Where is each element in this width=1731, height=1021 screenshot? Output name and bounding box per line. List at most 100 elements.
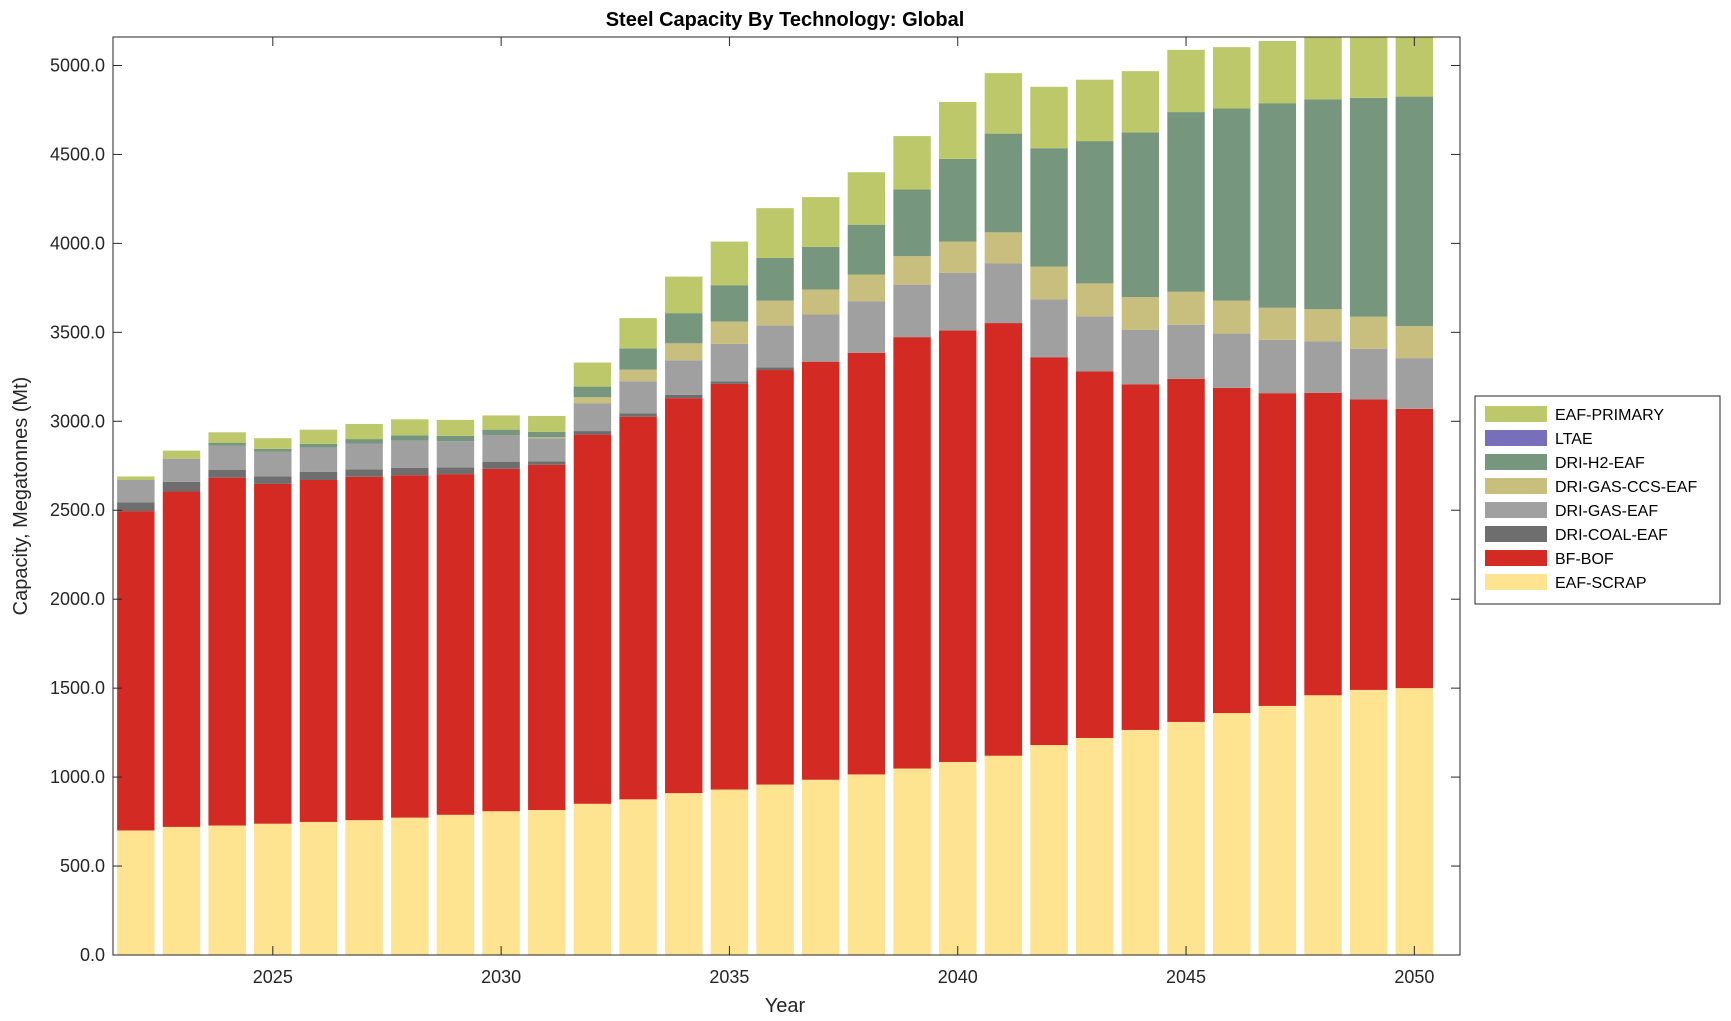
axes-layer: 0.0 500.0 1000.0 1500.0 2000.0 2500.0 3000.0 35… [50, 37, 1460, 987]
bar-segment-dri-gas-eaf-2030 [482, 434, 520, 462]
y-tick-label: 4000.0 [50, 233, 105, 253]
bar-segment-dri-gas-eaf-2039 [893, 284, 931, 338]
bar-segment-eaf-scrap-2038 [847, 774, 886, 955]
x-tick-label: 2035 [709, 967, 749, 987]
bar-segment-dri-h2-eaf-2047 [1258, 103, 1297, 308]
legend-swatch-dri-gas-eaf [1485, 502, 1547, 518]
bar-segment-bf-bof-2037 [802, 361, 840, 780]
bar-segment-eaf-primary-2029 [436, 419, 475, 436]
legend-swatch-dri-gas-ccs-eaf [1485, 478, 1547, 494]
bar-segment-bf-bof-2024 [208, 477, 246, 826]
bar-segment-eaf-scrap-2046 [1212, 713, 1251, 955]
bar-segment-dri-h2-eaf-2046 [1212, 108, 1251, 301]
bar-segment-dri-coal-eaf-2036 [756, 367, 794, 371]
bar-segment-dri-gas-ccs-eaf-2037 [802, 289, 840, 315]
bar-segment-eaf-primary-2043 [1075, 79, 1114, 142]
y-axis-label: Capacity, Megatonnes (Mt) [10, 377, 32, 616]
bar-segment-dri-coal-eaf-2031 [528, 461, 566, 465]
bar-segment-dri-gas-eaf-2047 [1258, 339, 1297, 394]
bar-segment-dri-h2-eaf-2034 [665, 313, 703, 344]
bar-segment-dri-h2-eaf-2024 [208, 442, 246, 446]
bar-segment-eaf-primary-2038 [847, 172, 886, 225]
bar-segment-dri-gas-eaf-2038 [847, 301, 886, 353]
bar-segment-bf-bof-2041 [984, 323, 1023, 756]
bar-segment-dri-gas-eaf-2040 [939, 272, 977, 331]
bar-segment-eaf-scrap-2030 [482, 811, 520, 955]
bar-segment-dri-gas-ccs-eaf-2031 [528, 437, 566, 439]
chart-title: Steel Capacity By Technology: Global [606, 9, 965, 31]
bar-segment-bf-bof-2025 [254, 483, 292, 824]
bar-segment-eaf-primary-2028 [391, 419, 429, 436]
bar-segment-dri-gas-ccs-eaf-2050 [1395, 326, 1434, 359]
bar-segment-bf-bof-2048 [1304, 392, 1342, 696]
y-tick-label: 500.0 [60, 856, 105, 876]
bar-segment-eaf-primary-2025 [254, 438, 292, 449]
legend-swatch-dri-coal-eaf [1485, 526, 1547, 542]
bar-segment-dri-gas-ccs-eaf-2041 [984, 232, 1023, 264]
bar-segment-dri-gas-ccs-eaf-2036 [756, 300, 794, 326]
bar-segment-dri-gas-ccs-eaf-2044 [1121, 297, 1160, 331]
bar-segment-dri-gas-eaf-2043 [1075, 316, 1114, 372]
bar-segment-dri-coal-eaf-2024 [208, 469, 246, 478]
bar-segment-dri-gas-eaf-2033 [619, 381, 657, 414]
bar-segment-dri-gas-ccs-eaf-2033 [619, 369, 657, 382]
legend-swatch-eaf-primary [1485, 406, 1547, 422]
bar-segment-eaf-primary-2040 [939, 101, 977, 159]
bar-segment-eaf-primary-2039 [893, 136, 931, 190]
bar-segment-eaf-primary-2035 [710, 241, 749, 286]
bar-segment-dri-h2-eaf-2036 [756, 257, 794, 301]
bar-segment-dri-gas-ccs-eaf-2046 [1212, 300, 1251, 334]
legend-swatch-eaf-scrap [1485, 574, 1547, 590]
bar-segment-dri-h2-eaf-2044 [1121, 132, 1160, 298]
bar-segment-bf-bof-2031 [528, 464, 566, 811]
legend-label-dri-gas-eaf: DRI-GAS-EAF [1555, 503, 1658, 520]
bar-segment-dri-gas-eaf-2050 [1395, 358, 1434, 409]
bar-segment-dri-gas-ccs-eaf-2049 [1349, 316, 1388, 349]
bar-segment-eaf-scrap-2029 [436, 814, 475, 955]
bar-segment-dri-gas-eaf-2045 [1167, 324, 1205, 379]
bar-segment-dri-h2-eaf-2026 [299, 443, 338, 448]
bar-segment-dri-h2-eaf-2042 [1030, 148, 1068, 267]
bar-segment-bf-bof-2043 [1075, 371, 1114, 738]
bar-segment-bf-bof-2040 [939, 330, 977, 762]
bar-segment-dri-coal-eaf-2029 [436, 467, 475, 475]
bar-segment-dri-gas-eaf-2035 [710, 343, 749, 382]
bar-segment-eaf-primary-2048 [1304, 37, 1342, 100]
bar-segment-dri-h2-eaf-2027 [345, 439, 383, 444]
bar-segment-eaf-scrap-2025 [254, 823, 292, 955]
bar-segment-eaf-primary-2033 [619, 318, 657, 349]
bar-segment-eaf-primary-2034 [665, 276, 703, 314]
bar-segment-dri-coal-eaf-2027 [345, 469, 383, 477]
y-tick-label: 4500.0 [50, 144, 105, 164]
bar-segment-dri-h2-eaf-2041 [984, 133, 1023, 233]
bar-segment-eaf-scrap-2044 [1121, 729, 1160, 955]
bar-segment-dri-gas-ccs-eaf-2042 [1030, 266, 1068, 300]
bar-segment-dri-h2-eaf-2035 [710, 285, 749, 322]
bar-segment-dri-gas-eaf-2034 [665, 360, 703, 395]
bar-segment-dri-coal-eaf-2028 [391, 467, 429, 476]
bar-segment-bf-bof-2029 [436, 474, 475, 815]
bar-segment-bf-bof-2033 [619, 416, 657, 800]
bar-segment-dri-gas-ccs-eaf-2035 [710, 321, 749, 344]
bar-segment-bf-bof-2042 [1030, 357, 1068, 746]
y-tick-label: 3000.0 [50, 411, 105, 431]
bar-segment-eaf-scrap-2041 [984, 755, 1023, 955]
bar-segment-bf-bof-2035 [710, 383, 749, 790]
bar-segment-eaf-scrap-2032 [573, 803, 612, 955]
bar-segment-eaf-primary-2024 [208, 432, 246, 443]
bar-segment-eaf-scrap-2035 [710, 789, 749, 955]
bar-segment-dri-coal-eaf-2030 [482, 461, 520, 469]
bar-segment-eaf-primary-2042 [1030, 86, 1068, 149]
bar-segment-dri-coal-eaf-2023 [162, 481, 201, 492]
bar-segment-eaf-primary-2050 [1395, 37, 1434, 97]
bar-segment-bf-bof-2039 [893, 337, 931, 769]
bar-segment-bf-bof-2026 [299, 479, 338, 822]
bar-segment-eaf-primary-2027 [345, 423, 383, 440]
bar-segment-dri-gas-eaf-2022 [117, 479, 155, 503]
y-tick-label: 2500.0 [50, 500, 105, 520]
bar-segment-eaf-primary-2049 [1349, 37, 1388, 98]
y-tick-label: 3500.0 [50, 322, 105, 342]
bar-segment-eaf-primary-2022 [117, 476, 155, 480]
bar-segment-bf-bof-2038 [847, 352, 886, 775]
legend-box [1474, 395, 1721, 605]
